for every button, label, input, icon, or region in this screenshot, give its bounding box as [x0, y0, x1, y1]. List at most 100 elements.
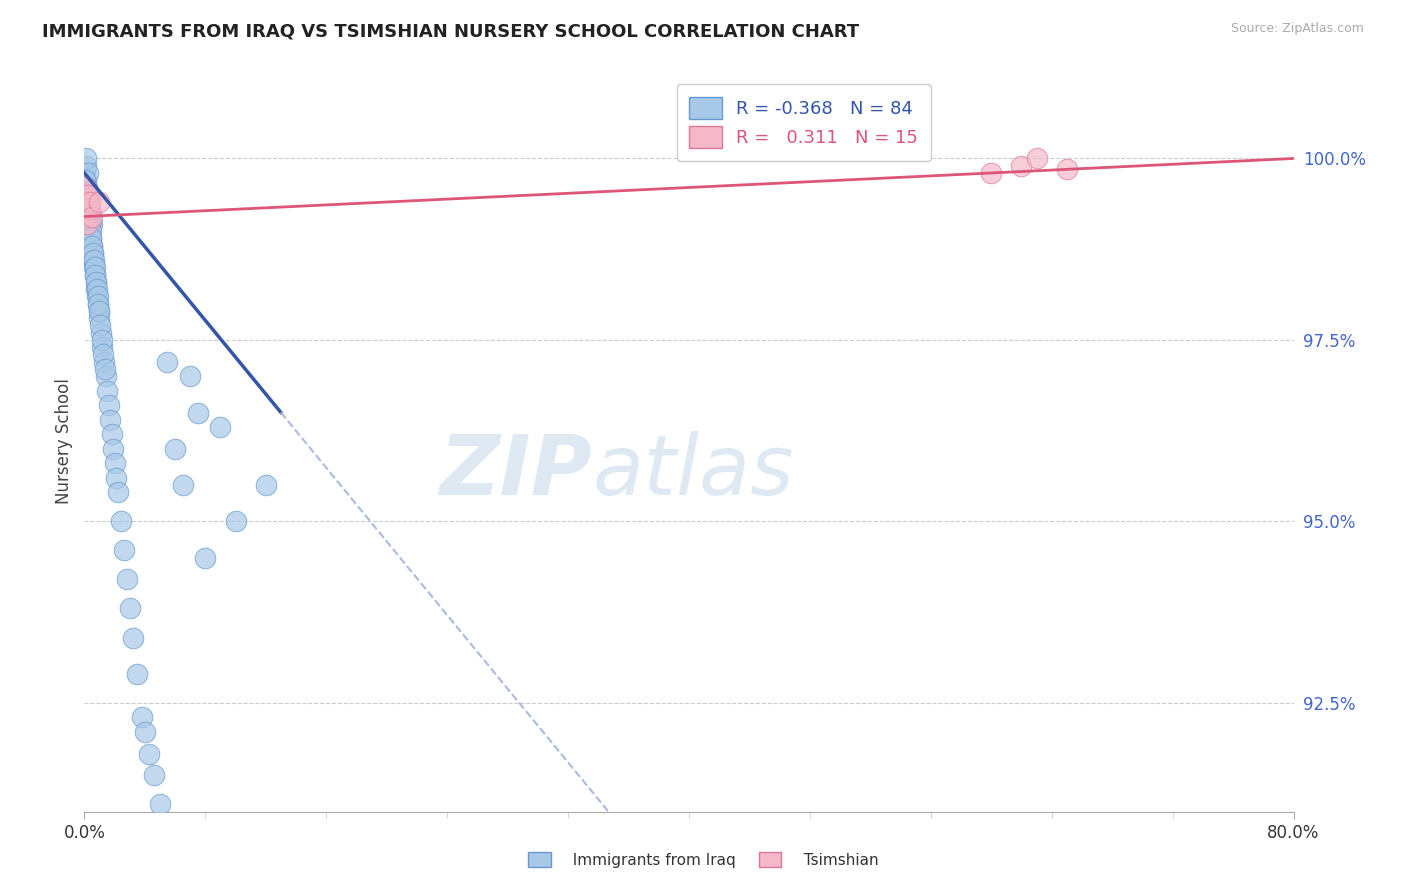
Point — [77, 202, 100, 217]
Point — [165, 442, 187, 456]
Point — [84, 268, 107, 282]
Point — [82, 245, 104, 260]
Text: IMMIGRANTS FROM IRAQ VS TSIMSHIAN NURSERY SCHOOL CORRELATION CHART: IMMIGRANTS FROM IRAQ VS TSIMSHIAN NURSER… — [42, 22, 859, 40]
Point — [94, 362, 117, 376]
Point — [87, 304, 110, 318]
Point — [79, 210, 101, 224]
Point — [75, 159, 97, 173]
Point — [86, 289, 108, 303]
Point — [89, 194, 111, 209]
Point — [73, 187, 96, 202]
Point — [134, 724, 156, 739]
Point — [1056, 162, 1078, 177]
Point — [79, 194, 101, 209]
Point — [127, 666, 149, 681]
Point — [75, 210, 97, 224]
Point — [79, 202, 101, 217]
Point — [76, 166, 98, 180]
Point — [76, 194, 98, 209]
Point — [80, 231, 103, 245]
Point — [77, 194, 100, 209]
Point — [75, 173, 97, 187]
Point — [107, 485, 129, 500]
Point — [84, 275, 107, 289]
Point — [97, 398, 120, 412]
Point — [209, 420, 232, 434]
Point — [82, 238, 104, 252]
Point — [110, 515, 132, 529]
Point — [90, 326, 112, 340]
Point — [75, 152, 97, 166]
Point — [100, 427, 122, 442]
Point — [80, 224, 103, 238]
Point — [77, 187, 100, 202]
Point — [89, 311, 111, 326]
Point — [79, 217, 101, 231]
Point — [115, 573, 138, 587]
Point — [1025, 152, 1047, 166]
Point — [101, 442, 124, 456]
Point — [179, 369, 201, 384]
Point — [76, 187, 98, 202]
Point — [76, 194, 98, 209]
Point — [187, 405, 209, 419]
Point — [76, 194, 98, 209]
Point — [121, 631, 143, 645]
Point — [76, 180, 98, 194]
Y-axis label: Nursery School: Nursery School — [55, 378, 73, 505]
Point — [96, 384, 118, 398]
Point — [84, 268, 107, 282]
Point — [86, 289, 108, 303]
Point — [77, 187, 100, 202]
Point — [89, 318, 111, 333]
Point — [98, 413, 121, 427]
Point — [77, 202, 100, 217]
Point — [84, 275, 107, 289]
Point — [82, 245, 104, 260]
Point — [1011, 159, 1033, 173]
Point — [75, 180, 97, 194]
Text: atlas: atlas — [592, 431, 794, 512]
Point — [75, 202, 97, 217]
Point — [90, 333, 112, 347]
Point — [104, 456, 127, 470]
Point — [94, 369, 117, 384]
Point — [91, 347, 114, 361]
Point — [89, 304, 111, 318]
Point — [86, 282, 108, 296]
Point — [75, 180, 97, 194]
Point — [86, 282, 108, 296]
Point — [83, 253, 105, 268]
Point — [118, 601, 141, 615]
Point — [156, 354, 179, 368]
Point — [82, 253, 104, 268]
Point — [80, 210, 103, 224]
Text: ZIP: ZIP — [440, 431, 592, 512]
Text: Source: ZipAtlas.com: Source: ZipAtlas.com — [1230, 22, 1364, 36]
Point — [77, 202, 100, 217]
Point — [112, 543, 135, 558]
Point — [83, 260, 105, 275]
Point — [142, 768, 165, 782]
Point — [80, 210, 103, 224]
Point — [80, 231, 103, 245]
Point — [172, 478, 194, 492]
Point — [225, 515, 247, 529]
Point — [75, 166, 97, 180]
Point — [93, 354, 115, 368]
Point — [76, 217, 98, 231]
Point — [149, 797, 172, 812]
Point — [254, 478, 277, 492]
Legend: R = -0.368   N = 84, R =   0.311   N = 15: R = -0.368 N = 84, R = 0.311 N = 15 — [676, 84, 931, 161]
Point — [80, 238, 103, 252]
Point — [980, 166, 1002, 180]
Point — [87, 296, 110, 310]
Point — [77, 210, 100, 224]
Point — [75, 173, 97, 187]
Point — [105, 471, 128, 485]
Point — [87, 296, 110, 310]
Point — [83, 260, 105, 275]
Point — [76, 187, 98, 202]
Point — [194, 550, 217, 565]
Point — [79, 217, 101, 231]
